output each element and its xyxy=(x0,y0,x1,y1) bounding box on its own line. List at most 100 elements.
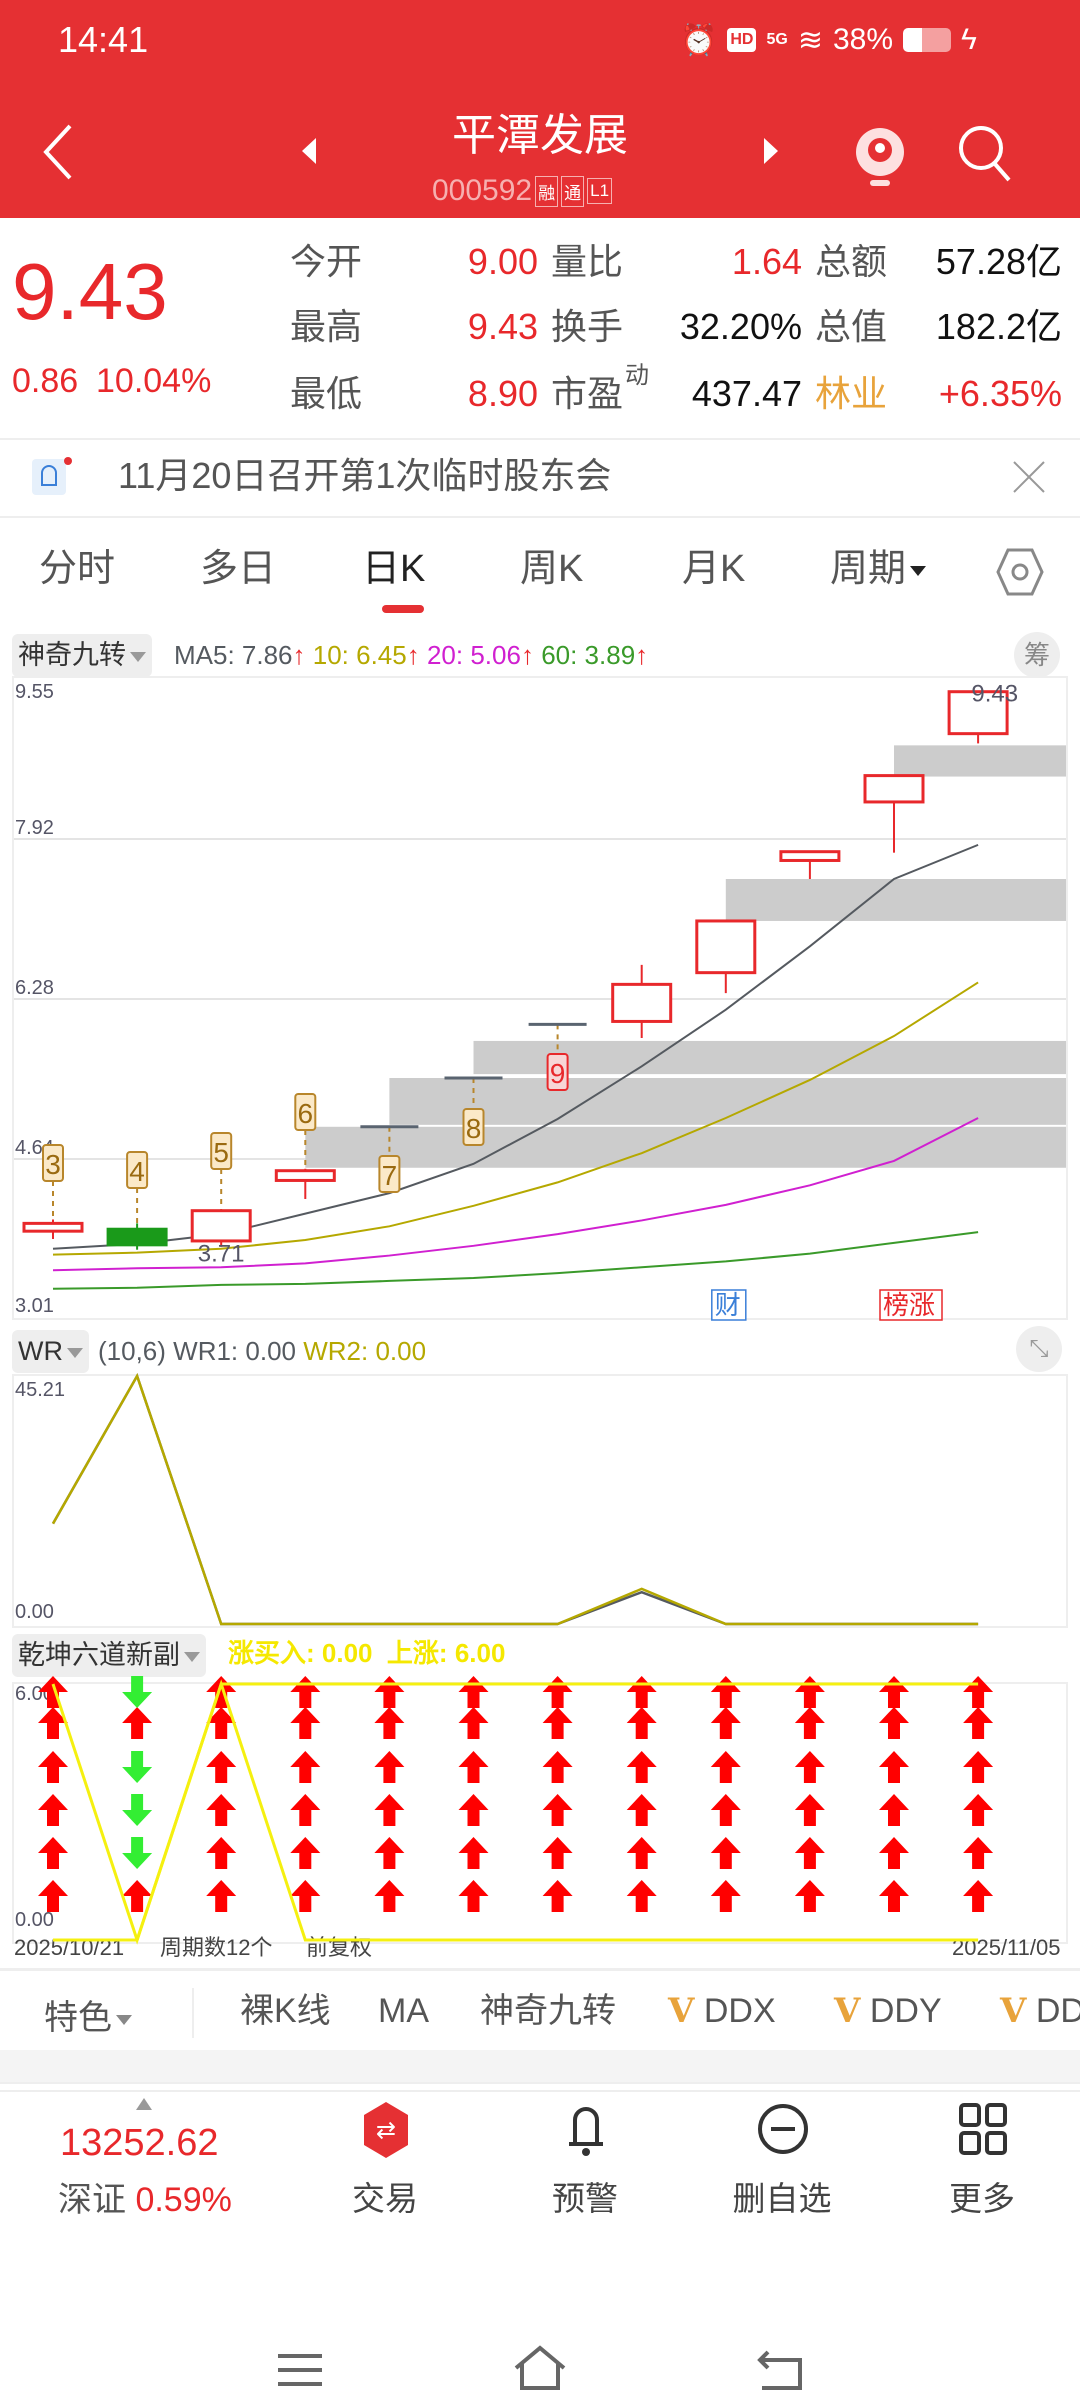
qk-chart[interactable] xyxy=(12,1682,1068,1944)
feature-dropdown[interactable]: 特色 xyxy=(44,1990,132,2039)
y-tick: 6.00 xyxy=(15,1683,54,1705)
stat-value: 32.20% xyxy=(679,306,802,347)
stat-label: 总值 xyxy=(815,306,888,347)
expand-icon[interactable]: ⤡ xyxy=(1016,1326,1062,1372)
vip-icon: V xyxy=(668,1991,695,2031)
status-icons: ⏰ HD 5G ≋ 38% ϟ xyxy=(680,20,1020,60)
start-date: 2025/10/21 xyxy=(14,1935,125,1960)
alarm-icon: ⏰ xyxy=(680,23,718,57)
end-date: 2025/11/05 xyxy=(952,1935,1061,1960)
tab-period[interactable]: 月K xyxy=(682,550,745,588)
main-indicator-dropdown[interactable]: 神奇九转 xyxy=(12,634,152,677)
nav-more[interactable]: 更多 xyxy=(902,2100,1062,2230)
tab-ddx[interactable]: V DDX xyxy=(668,1994,776,2028)
stat-label: 今开 xyxy=(290,241,363,282)
chevron-down-icon xyxy=(116,2015,132,2026)
home-icon[interactable] xyxy=(512,2344,568,2392)
expand-up-icon[interactable] xyxy=(134,2096,154,2112)
search-icon[interactable] xyxy=(955,122,1015,186)
qk-indicator-label: 乾坤六道新副 xyxy=(18,1640,180,1670)
kline-chart[interactable] xyxy=(12,676,1068,1320)
status-time: 14:41 xyxy=(58,19,149,60)
stat-value: 57.28亿 xyxy=(935,241,1062,282)
stat-label: 最低 xyxy=(290,373,363,414)
notice-text[interactable]: 11月20日召开第1次临时股东会 xyxy=(118,455,612,496)
divider xyxy=(0,516,1080,518)
index-change[interactable]: 深证 0.59% xyxy=(58,2172,232,2221)
tab-dd[interactable]: V DD xyxy=(1000,1994,1080,2028)
stat-value: 182.2亿 xyxy=(935,306,1062,347)
ma60-value: 60: 3.89 xyxy=(541,640,636,670)
stat-label: 最高 xyxy=(290,306,363,347)
divider xyxy=(0,2050,1080,2082)
tab-period[interactable]: 周K xyxy=(520,550,583,588)
back-nav-icon[interactable] xyxy=(756,2348,806,2392)
price-change-pct: 10.04% xyxy=(96,362,212,400)
tab-label: 多日 xyxy=(200,548,277,590)
stock-code-row: 000592 融 通 L1 xyxy=(432,174,613,208)
cycle-count: 周期数12个 xyxy=(160,1935,273,1960)
stat-value: 1.64 xyxy=(731,241,802,282)
ma5-up-icon: ↑ xyxy=(292,640,306,670)
tab-period[interactable]: 分时 xyxy=(39,550,115,588)
app-header: 14:41 ⏰ HD 5G ≋ 38% ϟ 平潭发展 000592 融 通 L1 xyxy=(0,0,1080,218)
ma20-value: 20: 5.06 xyxy=(426,640,521,670)
tab-label: 月K xyxy=(682,548,746,590)
next-stock-icon[interactable] xyxy=(762,136,780,166)
tab-ddy[interactable]: V DDY xyxy=(834,1994,942,2028)
stat-value: 8.90 xyxy=(467,373,538,414)
close-notice-icon[interactable] xyxy=(1010,458,1048,496)
trade-icon: ⇄ xyxy=(364,2102,408,2158)
wr-indicator-dropdown[interactable]: WR xyxy=(12,1330,89,1373)
chart-settings-icon[interactable] xyxy=(996,546,1044,598)
ma60-up-icon: ↑ xyxy=(635,640,649,670)
nav-remove-watchlist[interactable]: 删自选 xyxy=(702,2100,862,2230)
tab-period[interactable]: 多日 xyxy=(200,550,276,588)
tab-nine-turn[interactable]: 神奇九转 xyxy=(480,1992,616,2030)
stat-value: 9.00 xyxy=(467,241,538,282)
tab-ddy-label: DDY xyxy=(869,1992,942,2030)
tab-naked-k[interactable]: 裸K线 xyxy=(240,1992,331,2030)
minus-circle-icon xyxy=(758,2104,808,2154)
chip-distribution-button[interactable]: 筹 xyxy=(1014,632,1060,678)
stat-label[interactable]: 林业 xyxy=(815,373,888,414)
wr-params: (10,6) xyxy=(98,1336,166,1366)
nav-more-label: 更多 xyxy=(949,2180,1015,2217)
y-tick: 0.00 xyxy=(15,1601,54,1623)
badge-connect: 通 xyxy=(561,175,585,207)
mascot-icon[interactable] xyxy=(850,118,910,190)
y-tick: 4.64 xyxy=(15,1137,54,1159)
tab-dd-label: DD xyxy=(1035,1992,1080,2030)
tab-ma[interactable]: MA xyxy=(378,1992,429,2030)
bell-icon xyxy=(569,2107,603,2156)
nav-alert[interactable]: 预警 xyxy=(505,2100,665,2230)
stat-label: 换手 xyxy=(551,306,624,347)
tab-period[interactable]: 周期 xyxy=(830,550,927,588)
tab-label: 分时 xyxy=(39,548,116,590)
wifi-icon: ≋ xyxy=(797,23,823,57)
prev-stock-icon[interactable] xyxy=(300,136,318,166)
qk-indicator-dropdown[interactable]: 乾坤六道新副 xyxy=(12,1634,206,1677)
divider xyxy=(0,438,1080,440)
ma10-value: 10: 6.45 xyxy=(312,640,407,670)
back-icon[interactable] xyxy=(40,122,76,182)
nav-trade[interactable]: ⇄ 交易 xyxy=(305,2100,465,2230)
nav-alert-label: 预警 xyxy=(552,2180,618,2217)
battery-text: 38% xyxy=(832,23,893,56)
divider xyxy=(0,2090,1080,2092)
stat-value: +6.35% xyxy=(938,373,1062,414)
tab-period[interactable]: 日K xyxy=(362,550,425,588)
wr-legend: (10,6) WR1: 0.00 WR2: 0.00 xyxy=(98,1336,426,1367)
wr-chart[interactable] xyxy=(12,1374,1068,1628)
vip-icon: V xyxy=(1000,1991,1027,2031)
y-tick: 6.28 xyxy=(15,977,54,999)
y-tick: 45.21 xyxy=(15,1379,66,1401)
svg-text:⇄: ⇄ xyxy=(376,2117,396,2144)
recent-apps-icon[interactable] xyxy=(276,2350,324,2390)
chevron-down-icon xyxy=(910,565,927,576)
chevron-down-icon xyxy=(184,1651,200,1662)
divider xyxy=(192,1988,194,2038)
adjust-mode[interactable]: 前复权 xyxy=(306,1935,373,1960)
nav-remove-label: 删自选 xyxy=(732,2180,832,2217)
index-value[interactable]: 13252.62 xyxy=(60,2122,219,2164)
